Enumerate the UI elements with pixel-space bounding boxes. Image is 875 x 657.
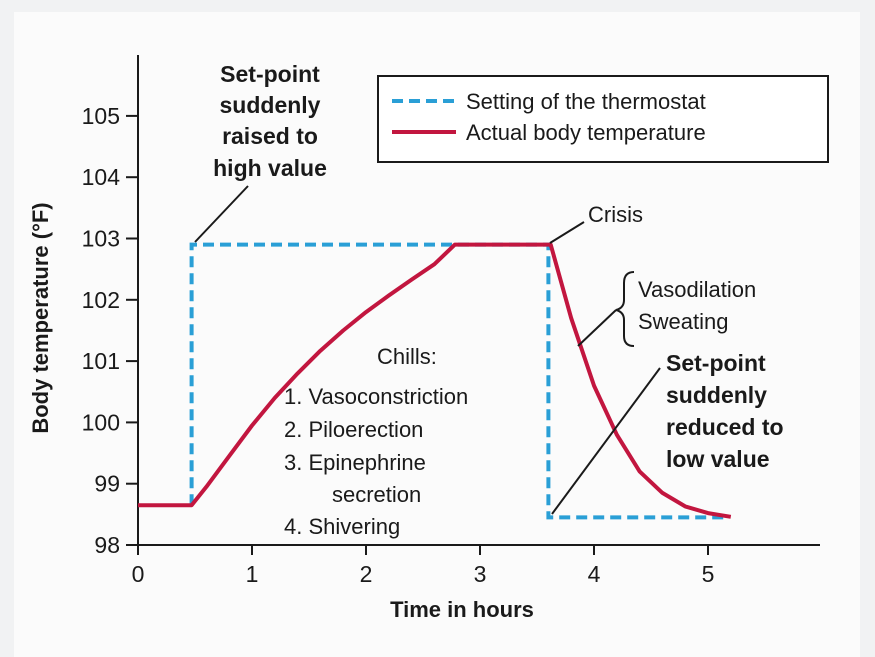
y-tick-label: 99 [94,471,120,497]
annotation-reduced-line-1: Set-point [666,350,766,376]
annotation-raised-line-2: suddenly [220,92,321,118]
annotation-raised-pointer [194,185,249,243]
annotation-crisis-pointer [549,221,585,244]
annotation-sweating: Sweating [638,309,729,334]
annotation-chills: Chills: 1. Vasoconstriction 2. Piloerect… [284,344,468,539]
x-tick-label: 1 [246,561,259,587]
annotation-chills-title: Chills: [377,344,437,369]
legend: Setting of the thermostat Actual body te… [377,75,829,163]
legend-temperature-label: Actual body temperature [466,120,706,145]
x-tick-label: 4 [588,561,601,587]
annotation-reduced-line-3: reduced to [666,414,784,440]
y-tick-label: 105 [82,103,120,129]
annotation-chills-item-2: 2. Piloerection [284,417,423,442]
annotation-vasodilation-pointer [577,309,617,347]
annotation-reduced-line-2: suddenly [666,382,767,408]
annotation-set-point-reduced: Set-point suddenly reduced to low value [551,350,784,515]
annotation-reduced-pointer [551,367,661,515]
annotation-raised-line-3: raised to [222,123,318,149]
annotation-set-point-raised: Set-point suddenly raised to high value [194,61,327,243]
y-tick-label: 100 [82,409,120,435]
y-tick-label: 101 [82,348,120,374]
x-tick-label: 3 [474,561,487,587]
legend-thermostat-label: Setting of the thermostat [466,89,706,114]
x-tick-label: 2 [360,561,373,587]
annotation-vasodilation-sweating: Vasodilation Sweating [577,271,756,347]
annotation-crisis: Crisis [549,202,643,244]
annotation-chills-item-1: 1. Vasoconstriction [284,384,468,409]
annotation-chills-item-4: 4. Shivering [284,514,400,539]
annotation-raised-line-1: Set-point [220,61,320,87]
annotation-chills-item-3-cont: secretion [332,482,421,507]
body-temperature-line [138,242,732,519]
y-tick-label: 102 [82,287,120,313]
annotation-raised-line-4: high value [213,155,327,181]
annotation-vasodilation: Vasodilation [638,277,756,302]
y-tick-label: 103 [82,226,120,252]
x-axis-label: Time in hours [390,597,534,622]
y-tick-label: 98 [94,532,120,558]
x-tick-label: 5 [702,561,715,587]
y-axis-label: Body temperature (°F) [28,202,53,433]
y-tick-label: 104 [82,164,121,190]
x-tick-label: 0 [132,561,145,587]
legend-box [377,75,829,163]
annotation-brace [615,271,635,347]
annotation-reduced-line-4: low value [666,446,770,472]
annotation-crisis-label: Crisis [588,202,643,227]
annotation-chills-item-3: 3. Epinephrine [284,450,426,475]
